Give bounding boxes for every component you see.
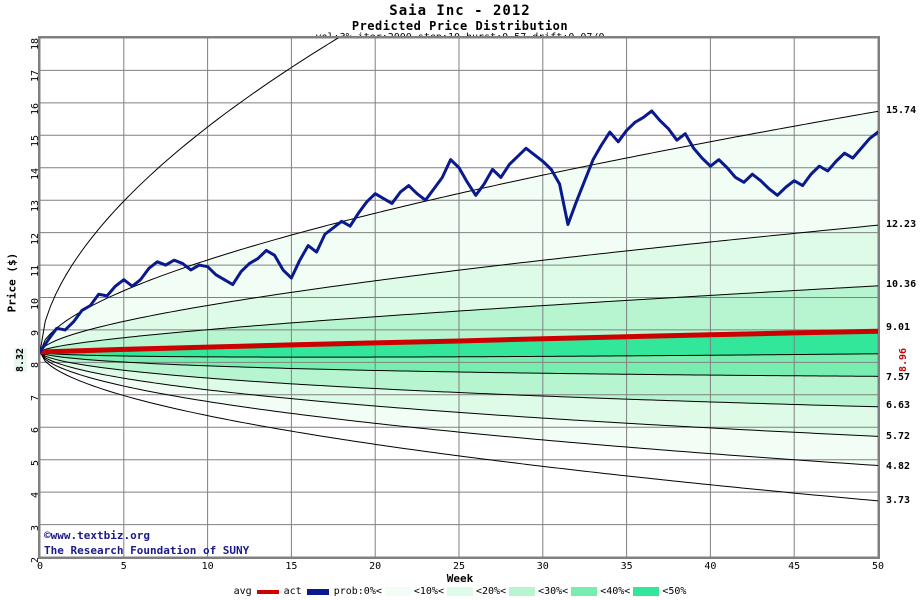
legend-swatch	[384, 586, 411, 596]
x-tick-10: 10	[201, 561, 214, 572]
x-tick-5: 5	[120, 561, 127, 572]
legend-act-swatch	[306, 588, 329, 595]
x-tick-50: 50	[871, 561, 885, 572]
start-price-label: 8.32	[14, 347, 27, 372]
legend-prob-label: prob:0%<	[333, 586, 382, 597]
legend-avg-label: avg	[233, 586, 252, 597]
legend-swatch	[571, 586, 598, 596]
right-label-9.01: 9.01	[886, 322, 911, 333]
right-label-4.82: 4.82	[886, 461, 911, 472]
credit-line-1: ©www.textbiz.org	[44, 529, 150, 542]
x-tick-30: 30	[536, 561, 549, 572]
legend-swatch	[633, 586, 660, 596]
legend-item-label: <30%<	[538, 586, 569, 597]
legend-avg-swatch	[256, 589, 279, 594]
chart-subtitle: Predicted Price Distribution	[351, 19, 569, 33]
y-tick-labels: 18 17 16 15 14 13 12 11 10 9 8 7 6 5 4 3 2	[0, 0, 41, 600]
legend-item-label: <10%<	[413, 586, 444, 597]
right-label-5.72: 5.72	[886, 431, 911, 442]
right-label-7.57: 7.57	[886, 372, 911, 383]
x-tick-40: 40	[704, 561, 717, 572]
credit-line-2: The Research Foundation of SUNY	[44, 544, 250, 557]
right-label-6.63: 6.63	[886, 400, 911, 411]
chart-title: Saia Inc - 2012	[389, 3, 531, 19]
legend-item-label: <50%	[662, 586, 687, 597]
x-tick-0: 0	[36, 561, 44, 572]
x-tick-45: 45	[788, 561, 801, 572]
legend-swatch	[446, 586, 473, 596]
x-tick-15: 15	[285, 561, 298, 572]
legend: avg act prob:0%< <10%< <20%< <30%< <40%< <50…	[0, 586, 920, 597]
legend-act-label: act	[283, 586, 302, 597]
right-label-10.36: 10.36	[886, 279, 917, 290]
legend-item-label: <40%<	[600, 586, 631, 597]
legend-item-label: <20%<	[475, 586, 507, 597]
legend-band-items: <10%< <20%< <30%< <40%< <50%	[384, 586, 689, 597]
x-axis-label: Week	[446, 572, 474, 585]
x-tick-25: 25	[452, 561, 466, 572]
right-label-15.74: 15.74	[886, 105, 917, 116]
legend-swatch	[509, 586, 536, 596]
plot-area	[38, 36, 880, 559]
plot-svg	[40, 38, 878, 557]
right-label-3.73: 3.73	[886, 495, 911, 506]
x-tick-35: 35	[620, 561, 633, 572]
right-label-12.23: 12.23	[886, 219, 917, 230]
x-tick-20: 20	[369, 561, 382, 572]
final-avg-label: 8.96	[898, 347, 909, 372]
